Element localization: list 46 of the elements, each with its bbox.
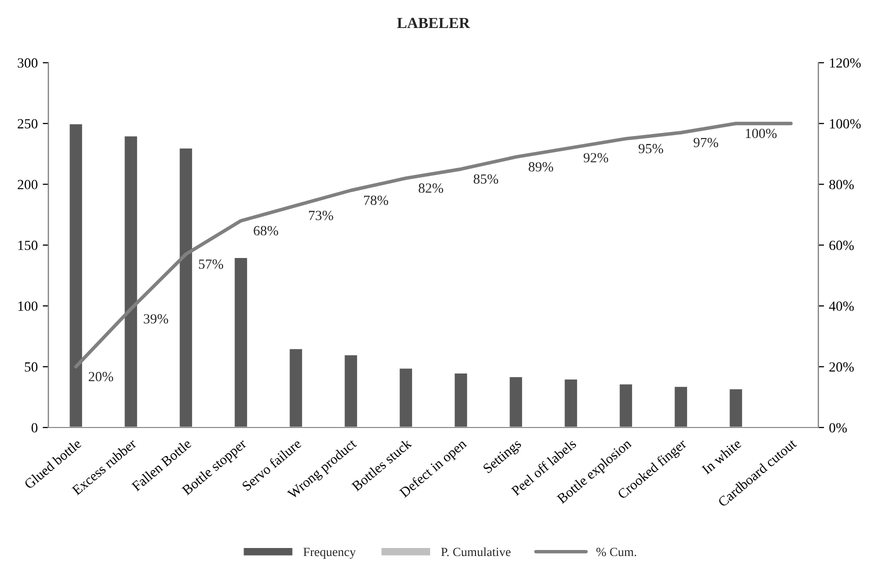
y2-tick-label: 80% [829,180,854,190]
bar [398,367,414,428]
y-tick-label: 100 [18,301,38,311]
bar [453,372,468,428]
y-tick-label: 300 [18,58,38,68]
bar [178,147,194,428]
bar [123,134,138,428]
y-tick-label: 50 [24,362,38,372]
data-label: 82% [418,183,444,193]
bar [233,256,248,428]
y-tick-label: 150 [18,240,38,250]
bar [728,388,744,428]
bar [563,378,578,428]
legend-label: % Cum. [596,548,636,556]
data-label: 85% [474,174,498,184]
y-tick-label: 250 [18,119,38,128]
data-label: 20% [88,372,114,382]
line-series [74,122,793,368]
y2-tick-label: 20% [829,362,854,372]
bar [68,122,84,428]
data-label: 92% [584,153,608,162]
data-label: 100% [746,128,777,138]
y2-tick-label: 40% [829,301,854,311]
bar [618,383,634,428]
bar [508,376,524,428]
y-tick-label: 0 [32,423,38,432]
data-label: 89% [528,162,554,172]
y2-tick-label: 0% [829,423,847,432]
legend-label: Frequency [303,548,356,559]
data-label: 68% [254,226,278,236]
bar [673,385,688,428]
data-label: 95% [638,144,664,154]
bar [288,348,304,428]
x-tick-label: In white [701,438,742,475]
data-label: 78% [364,196,388,206]
y2-tick-label: 60% [829,240,854,250]
data-label: 73% [309,210,334,220]
y2-tick-label: 120% [830,58,861,68]
chart-title: LABELER [397,18,470,28]
y-tick-label: 200 [18,180,38,190]
y2-tick-label: 100% [830,119,861,128]
legend-label: P. Cumulative [441,547,511,556]
data-label: 57% [198,259,224,269]
data-label: 97% [694,138,718,148]
bar [343,354,358,428]
data-label: 39% [144,314,168,324]
